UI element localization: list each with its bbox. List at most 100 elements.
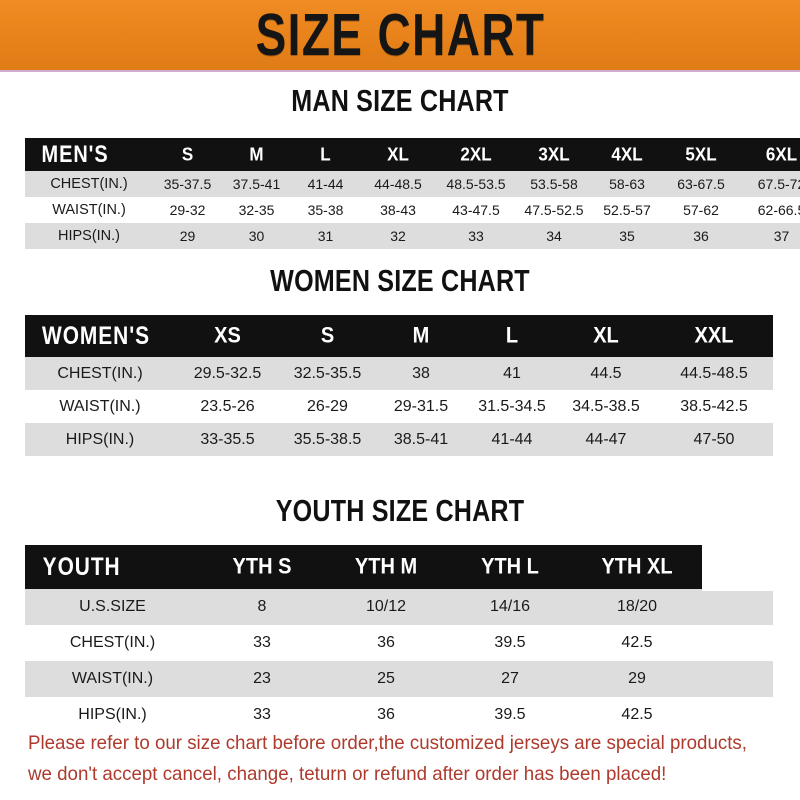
women-size-col-1: S [320,323,335,348]
women-cell-2-5: 47-50 [693,430,735,448]
table-row: HIPS(IN.) 29 30 31 32 33 34 35 36 37 [25,223,800,249]
table-row: WAIST(IN.) 23 25 27 29 [25,661,773,697]
women-cell-1-2: 29-31.5 [393,397,449,415]
women-row-0-label: CHEST(IN.) [57,364,143,382]
youth-cell-0-3: 18/20 [616,598,658,615]
men-size-col-6: 4XL [611,143,643,165]
men-cell-1-1: 32-35 [238,202,275,218]
men-cell-2-6: 35 [619,228,635,244]
men-cell-2-7: 36 [693,228,709,244]
men-cell-2-5: 34 [546,228,562,244]
women-section-title: WOMEN SIZE CHART [270,263,530,299]
women-cell-1-4: 34.5-38.5 [572,397,640,415]
women-table-header-row: WOMEN'S XS S M L XL XXL [25,315,773,357]
youth-cell-3-0: 33 [253,706,271,723]
youth-cell-2-spacer [702,661,773,697]
men-cell-1-0: 29-32 [169,202,206,218]
men-cell-0-2: 41-44 [307,176,344,192]
women-size-col-3: L [505,323,519,348]
men-size-col-8: 6XL [765,143,798,165]
youth-size-col-2: YTH L [481,554,539,579]
men-cell-0-0: 35-37.5 [163,176,212,192]
youth-size-col-1: YTH M [354,554,418,579]
men-cell-0-7: 63-67.5 [677,176,725,192]
page-banner: SIZE CHART [0,0,800,72]
women-size-col-0: XS [214,323,241,348]
men-section-title: MAN SIZE CHART [291,83,509,119]
table-row: CHEST(IN.) 29.5-32.5 32.5-35.5 38 41 44.… [25,357,773,390]
order-policy-line-2: we don't accept cancel, change, teturn o… [28,763,667,785]
women-cell-0-1: 32.5-35.5 [293,364,362,382]
men-cell-1-7: 57-62 [683,202,719,218]
table-row: U.S.SIZE 8 10/12 14/16 18/20 [25,589,773,625]
youth-cell-0-0: 8 [257,598,267,615]
youth-cell-1-0: 33 [253,634,271,651]
table-row: CHEST(IN.) 33 36 39.5 42.5 [25,625,773,661]
men-size-col-3: XL [387,143,409,165]
women-cell-1-1: 26-29 [307,397,348,415]
women-cell-2-0: 33-35.5 [200,430,255,448]
table-row: CHEST(IN.) 35-37.5 37.5-41 41-44 44-48.5… [25,171,800,197]
women-cell-0-4: 44.5 [590,364,622,382]
men-size-col-7: 5XL [685,143,717,165]
youth-row-3-label: HIPS(IN.) [78,706,147,723]
youth-cell-1-1: 36 [377,634,395,651]
men-size-col-1: M [249,143,264,165]
men-cell-2-2: 31 [317,228,334,244]
women-size-col-2: M [412,323,430,348]
women-cell-2-4: 44-47 [585,430,627,448]
order-policy-line-1: Please refer to our size chart before or… [28,732,747,754]
youth-row-2-label: WAIST(IN.) [71,670,154,687]
youth-cell-0-2: 14/16 [489,598,531,615]
youth-row-0-label: U.S.SIZE [79,598,146,615]
youth-cell-0-spacer [702,589,773,625]
women-row-1-label: WAIST(IN.) [59,397,141,415]
youth-section-title: YOUTH SIZE CHART [275,493,525,529]
youth-cell-3-1: 36 [377,706,395,723]
youth-cell-2-1: 25 [377,670,395,687]
youth-cell-2-2: 27 [501,670,519,687]
men-row-0-label: CHEST(IN.) [50,176,128,192]
page-title: SIZE CHART [255,1,545,69]
men-cell-1-8: 62-66.5 [757,202,800,218]
women-cell-1-5: 38.5-42.5 [680,397,748,415]
men-table-header-row: MEN'S S M L XL 2XL 3XL 4XL 5XL 6XL [25,138,800,171]
youth-size-col-0: YTH S [232,554,292,579]
men-cell-0-4: 48.5-53.5 [446,176,506,192]
youth-row-label-header: YOUTH [42,552,121,581]
men-row-2-label: HIPS(IN.) [57,228,121,244]
table-row: HIPS(IN.) 33-35.5 35.5-38.5 38.5-41 41-4… [25,423,773,456]
women-cell-0-2: 38 [412,364,430,382]
men-size-table: MEN'S S M L XL 2XL 3XL 4XL 5XL 6XL CHEST… [25,138,800,249]
youth-table-header-row: YOUTH YTH S YTH M YTH L YTH XL [25,542,773,592]
men-cell-2-1: 30 [248,228,265,244]
women-cell-1-0: 23.5-26 [200,397,255,415]
men-cell-1-4: 43-47.5 [452,202,500,218]
youth-size-col-3: YTH XL [601,554,673,579]
table-row: WAIST(IN.) 23.5-26 26-29 29-31.5 31.5-34… [25,390,773,423]
women-row-label-header: WOMEN'S [42,321,151,350]
women-row-2-label: HIPS(IN.) [65,430,135,448]
women-size-col-4: XL [593,323,619,348]
women-cell-2-3: 41-44 [491,430,533,448]
women-cell-0-0: 29.5-32.5 [193,364,262,382]
men-cell-0-6: 58-63 [609,176,645,192]
women-cell-2-2: 38.5-41 [393,430,449,448]
men-size-col-5: 3XL [538,143,570,165]
women-cell-2-1: 35.5-38.5 [293,430,362,448]
men-cell-0-1: 37.5-41 [232,176,281,192]
women-size-col-5: XXL [694,323,734,348]
women-cell-1-3: 31.5-34.5 [478,397,546,415]
men-cell-0-5: 53.5-58 [530,176,578,192]
youth-cell-1-2: 39.5 [494,634,526,651]
men-cell-2-3: 32 [390,228,406,244]
men-cell-2-4: 33 [468,228,484,244]
youth-cell-2-0: 23 [253,670,271,687]
men-size-col-4: 2XL [460,143,492,165]
order-policy-note: Please refer to our size chart before or… [28,728,750,790]
youth-cell-1-3: 42.5 [621,634,653,651]
youth-cell-3-3: 42.5 [621,706,653,723]
youth-size-table: YOUTH YTH S YTH M YTH L YTH XL U.S.SIZE … [25,542,773,733]
youth-cell-1-spacer [702,625,773,661]
men-row-1-label: WAIST(IN.) [52,202,126,218]
